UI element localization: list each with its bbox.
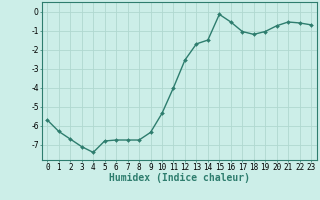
X-axis label: Humidex (Indice chaleur): Humidex (Indice chaleur) — [109, 173, 250, 183]
